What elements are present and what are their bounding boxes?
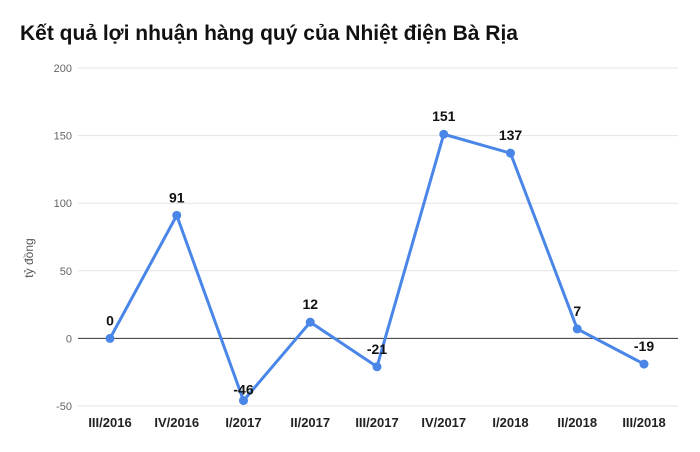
y-tick-label: 150 (54, 131, 72, 143)
data-point (506, 148, 515, 158)
y-tick-label: 50 (60, 266, 72, 278)
x-tick-label: I/2018 (492, 415, 528, 430)
data-points (105, 129, 649, 406)
x-tick-label: IV/2017 (421, 415, 466, 430)
x-axis-ticks: III/2016 IV/2016 I/2017 II/2017 III/2017 IV/2… (88, 415, 665, 430)
data-label: -46 (233, 382, 253, 398)
data-point (305, 317, 315, 327)
data-label: -19 (634, 338, 654, 354)
data-point (105, 333, 115, 343)
series-polyline (108, 132, 645, 403)
data-labels: 0 91 -46 12 -21 151 137 7 -19 (106, 108, 654, 397)
data-label: 137 (499, 127, 523, 143)
series-line (108, 132, 645, 403)
data-point (639, 359, 649, 369)
chart-title: Kết quả lợi nhuận hàng quý của Nhiệt điệ… (20, 22, 518, 45)
data-point (372, 362, 382, 372)
data-label: 91 (169, 189, 185, 205)
y-axis-label: tỷ đồng (22, 238, 36, 277)
data-label: 7 (573, 303, 581, 319)
y-tick-label: -50 (56, 401, 72, 413)
data-label: -21 (367, 341, 387, 357)
y-tick-label: 200 (54, 63, 72, 75)
x-tick-label: III/2017 (355, 415, 398, 430)
data-point (439, 129, 449, 139)
y-tick-label: 100 (54, 198, 72, 210)
x-tick-label: II/2017 (290, 415, 330, 430)
data-point (172, 210, 182, 220)
x-tick-label: III/2018 (622, 415, 665, 430)
x-tick-label: III/2016 (88, 415, 131, 430)
x-tick-label: IV/2016 (154, 415, 199, 430)
data-point (239, 396, 248, 406)
data-point (572, 324, 582, 334)
y-tick-label: 0 (66, 333, 72, 345)
x-tick-label: I/2017 (225, 415, 261, 430)
gridlines (78, 67, 678, 407)
data-label: 151 (432, 108, 456, 124)
y-axis-ticks: -50 0 50 100 150 200 (54, 63, 72, 413)
data-label: 12 (302, 296, 318, 312)
data-label: 0 (106, 312, 114, 328)
x-tick-label: II/2018 (557, 415, 597, 430)
